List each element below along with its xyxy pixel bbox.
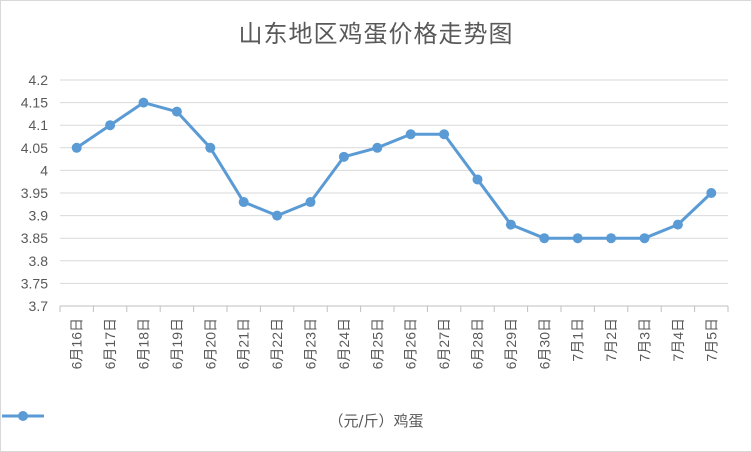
y-tick-label: 4.05 — [21, 140, 48, 156]
data-point — [539, 233, 550, 244]
x-tick-label: 7月3日 — [637, 318, 653, 362]
data-point — [706, 188, 717, 198]
data-point — [505, 219, 516, 230]
y-tick-label: 4.1 — [29, 117, 49, 133]
x-tick-label: 6月25日 — [369, 318, 385, 369]
x-tick-label: 6月23日 — [303, 318, 319, 369]
y-tick-label: 3.7 — [29, 298, 49, 314]
data-point — [405, 129, 416, 140]
gridlines — [60, 79, 728, 307]
x-tick-label: 6月30日 — [536, 318, 552, 369]
y-tick-label: 3.85 — [21, 230, 48, 246]
data-point — [71, 142, 82, 153]
y-tick-label: 3.8 — [29, 253, 49, 269]
data-point — [572, 233, 583, 244]
series-layer — [71, 97, 717, 244]
data-point — [372, 142, 383, 153]
data-point — [472, 174, 483, 185]
series-line — [75, 101, 713, 240]
x-tick-label: 6月26日 — [403, 318, 419, 369]
data-point — [639, 233, 650, 244]
chart-title: 山东地区鸡蛋价格走势图 — [238, 20, 514, 48]
y-tick-label: 3.75 — [21, 275, 48, 291]
x-tick-label: 6月22日 — [269, 318, 285, 369]
data-point — [138, 97, 149, 108]
legend-label: （元/斤）鸡蛋 — [328, 411, 424, 430]
data-point — [238, 197, 249, 208]
data-point — [105, 120, 116, 131]
x-tick-label: 7月5日 — [703, 318, 719, 362]
data-point — [439, 129, 450, 140]
y-tick-label: 4.15 — [21, 95, 48, 111]
x-tick-label: 6月17日 — [102, 318, 118, 369]
y-tick-label: 3.95 — [21, 185, 48, 201]
legend-dot — [18, 411, 28, 421]
x-tick-label: 7月1日 — [570, 318, 586, 362]
x-tick-label: 6月20日 — [202, 318, 218, 369]
legend: （元/斤）鸡蛋 — [0, 406, 752, 434]
x-tick-label: 6月19日 — [169, 318, 185, 369]
x-tick-label: 7月2日 — [603, 318, 619, 362]
y-tick-label: 4.2 — [29, 72, 49, 88]
data-point — [171, 106, 182, 117]
data-point — [672, 219, 683, 230]
data-point — [272, 210, 283, 221]
data-point — [205, 142, 216, 153]
data-point — [305, 197, 316, 208]
x-tick-label: 6月16日 — [69, 318, 85, 369]
x-axis-ticks: 6月16日 6月17日 6月18日 6月19日 6月20日 6月21日 6月22日 6月23日… — [59, 306, 729, 369]
x-tick-label: 6月28日 — [470, 318, 486, 369]
x-tick-label: 7月4日 — [670, 318, 686, 362]
data-point — [338, 151, 349, 162]
legend-swatch — [2, 411, 44, 421]
x-tick-label: 6月24日 — [336, 318, 352, 369]
y-tick-label: 3.9 — [29, 208, 49, 224]
y-axis-ticks: 3.7 3.75 3.8 3.85 3.9 3.95 4 4.05 4.1 4.15 4.2 — [21, 72, 48, 314]
x-tick-label: 6月21日 — [236, 318, 252, 369]
data-point — [606, 233, 617, 244]
x-tick-label: 6月18日 — [136, 318, 152, 369]
y-tick-label: 4 — [40, 162, 48, 178]
x-tick-label: 6月27日 — [436, 318, 452, 369]
x-tick-label: 6月29日 — [503, 318, 519, 369]
